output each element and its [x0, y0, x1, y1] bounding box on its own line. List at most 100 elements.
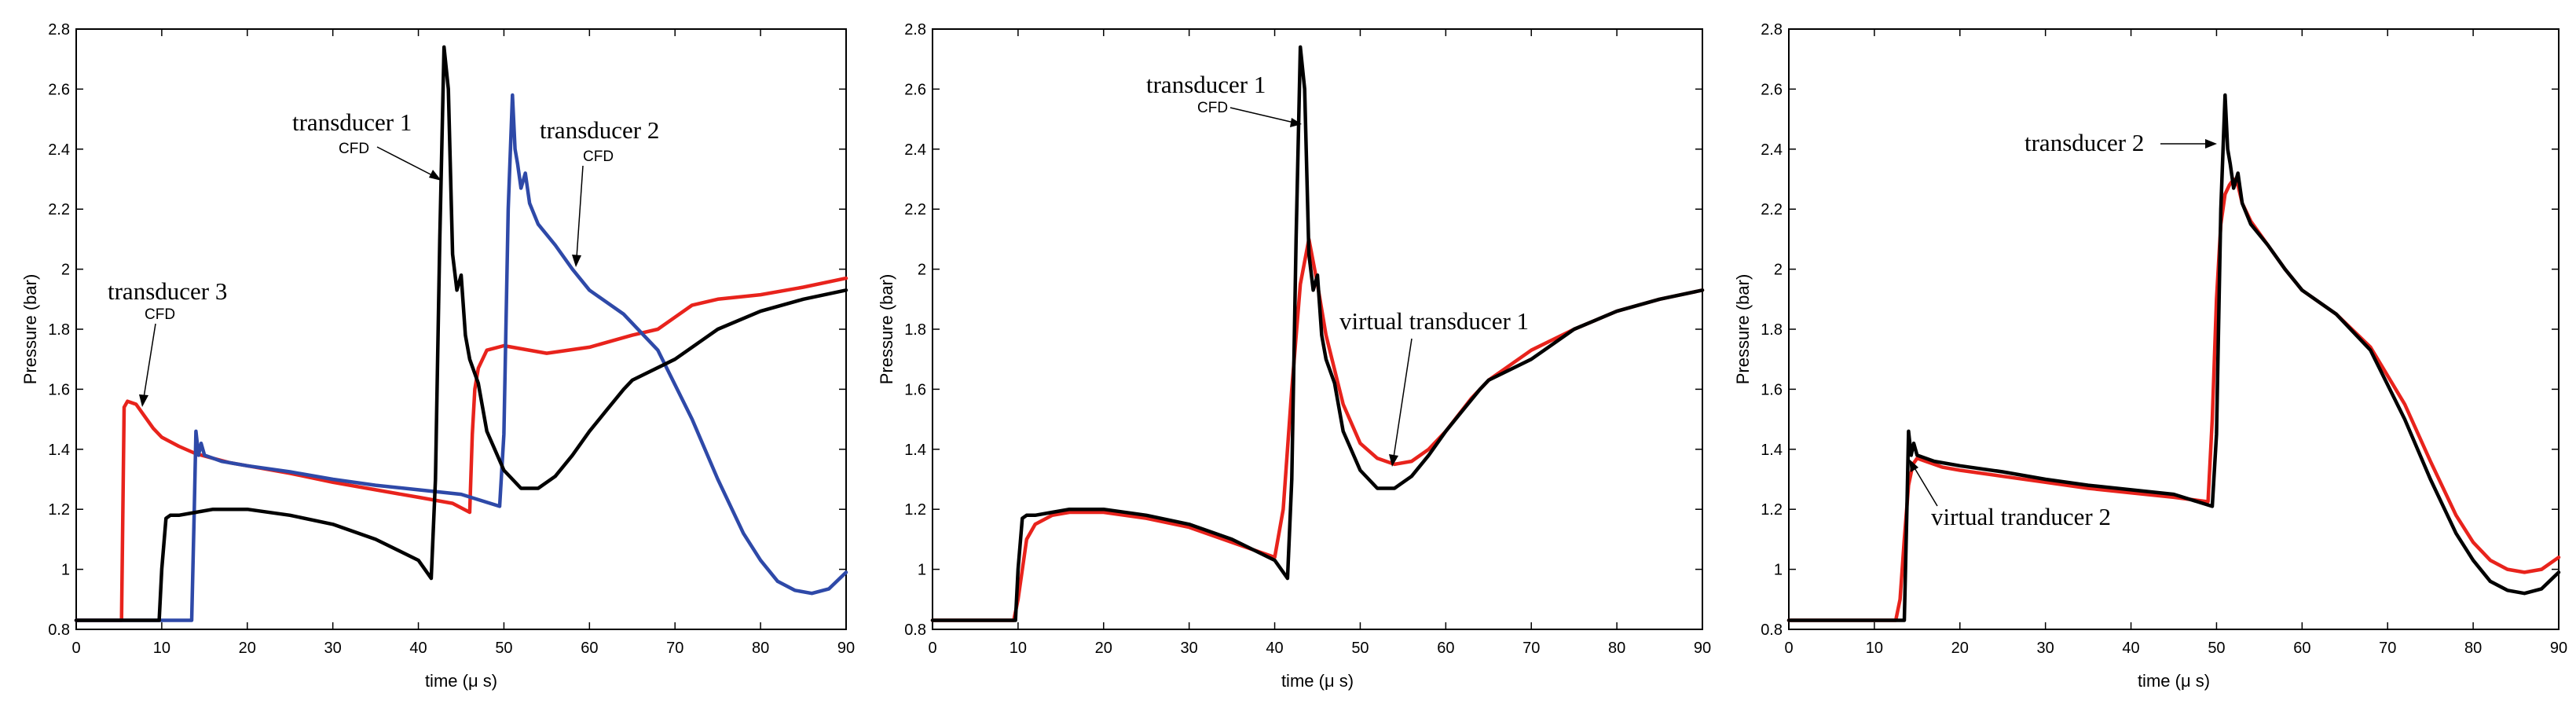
annotation-transducer-2: transducer 2 — [540, 116, 659, 144]
x-axis-title: time (μ s) — [2138, 671, 2210, 691]
x-tick-label: 40 — [409, 640, 427, 657]
y-tick-label: 1.4 — [1761, 442, 1783, 459]
y-tick-label: 1.6 — [1761, 381, 1783, 398]
arrow-transducer-1 — [376, 146, 438, 178]
x-tick-label: 60 — [1437, 640, 1454, 657]
series-line-transducer-2-cfd — [74, 93, 848, 622]
x-tick-label: 0 — [71, 640, 80, 657]
arrowhead-transducer-1 — [1290, 118, 1302, 127]
series-line-virtual-tranducer-2 — [1786, 177, 2561, 622]
plot-frame — [932, 28, 1703, 630]
y-tick-label: 0.8 — [904, 622, 926, 639]
x-tick-label: 20 — [239, 640, 256, 657]
arrow-virtual-transducer-1 — [1393, 338, 1413, 458]
series-layer — [930, 45, 1705, 622]
y-tick-label: 2.8 — [904, 21, 926, 38]
y-tick-label: 1 — [61, 562, 70, 579]
x-tick-label: 40 — [2122, 640, 2139, 657]
x-tick-labels: 0 10 20 30 40 50 60 70 80 90 — [71, 640, 855, 657]
annotation-transducer-3-cfd: CFD — [145, 306, 175, 323]
series-line-transducer-2 — [1786, 93, 2561, 622]
annotation-transducer-2-cfd: CFD — [583, 148, 614, 165]
annotation-transducer-1: transducer 1 — [1146, 71, 1266, 98]
x-axis-title: time (μ s) — [425, 671, 497, 691]
x-tick-label: 50 — [1351, 640, 1369, 657]
x-tick-label: 80 — [1608, 640, 1625, 657]
chart-panel-2: 0 10 20 30 40 50 60 70 80 90 0.8 1 1.2 1.4 1.6 1.8 2 2.2… — [877, 21, 1711, 691]
y-axis-title: Pressure (bar) — [877, 274, 896, 385]
y-tick-label: 2.6 — [904, 81, 926, 98]
y-tick-label: 2.8 — [1761, 21, 1783, 38]
x-tick-label: 10 — [153, 640, 170, 657]
y-tick-label: 0.8 — [1761, 622, 1783, 639]
x-tick-label: 30 — [1181, 640, 1198, 657]
y-tick-labels: 0.8 1 1.2 1.4 1.6 1.8 2 2.2 2.4 2.6 2.8 — [48, 21, 70, 639]
x-tick-labels: 0 10 20 30 40 50 60 70 80 90 — [1784, 640, 2567, 657]
y-tick-label: 1.2 — [904, 501, 926, 519]
x-tick-label: 60 — [2293, 640, 2310, 657]
plot-frame — [1788, 28, 2560, 630]
x-tick-label: 90 — [837, 640, 855, 657]
chart-panel-1: 0 10 20 30 40 50 60 70 80 90 0.8 1 1.2 1.4 1.6 1.8 2 2.2… — [20, 21, 855, 691]
y-tick-label: 1.2 — [48, 501, 70, 519]
series-line-transducer-1-cfd — [74, 45, 848, 622]
x-tick-label: 70 — [2379, 640, 2396, 657]
y-tick-label: 2 — [918, 262, 926, 279]
x-tick-label: 50 — [495, 640, 512, 657]
arrowhead-transducer-2 — [2205, 139, 2217, 148]
y-tick-label: 1.8 — [904, 321, 926, 339]
x-tick-label: 70 — [666, 640, 683, 657]
y-tick-label: 1.6 — [48, 381, 70, 398]
x-tick-label: 10 — [1010, 640, 1027, 657]
series-layer — [74, 45, 848, 622]
series-layer — [1786, 93, 2561, 622]
x-tick-label: 80 — [2464, 640, 2482, 657]
y-tick-label: 1.6 — [904, 381, 926, 398]
tick-marks — [75, 28, 847, 630]
arrowhead-transducer-2 — [572, 255, 581, 267]
x-tick-label: 70 — [1523, 640, 1540, 657]
x-tick-label: 90 — [2550, 640, 2567, 657]
y-tick-labels: 0.8 1 1.2 1.4 1.6 1.8 2 2.2 2.4 2.6 2.8 — [1761, 21, 1783, 639]
annotation-virtual-transducer-1: virtual transducer 1 — [1339, 307, 1529, 335]
annotation-transducer-1-cfd: CFD — [339, 141, 369, 157]
arrowhead-transducer-3 — [139, 394, 148, 407]
y-tick-label: 2.2 — [48, 201, 70, 218]
arrowhead-transducer-1 — [429, 170, 442, 181]
y-tick-label: 1.8 — [48, 321, 70, 339]
annotation-transducer-3: transducer 3 — [108, 277, 227, 305]
arrowhead-virtual-tranducer-2 — [1909, 459, 1918, 472]
arrowhead-virtual-transducer-1 — [1389, 454, 1398, 467]
x-tick-label: 80 — [752, 640, 769, 657]
arrow-transducer-1 — [1229, 107, 1295, 123]
series-line-transducer-1-cfd — [930, 45, 1705, 622]
x-tick-label: 0 — [1784, 640, 1793, 657]
x-axis-title: time (μ s) — [1281, 671, 1354, 691]
y-tick-label: 1.8 — [1761, 321, 1783, 339]
y-tick-label: 2.6 — [48, 81, 70, 98]
annotation-transducer-1-cfd: CFD — [1197, 100, 1228, 116]
x-tick-label: 10 — [1866, 640, 1883, 657]
y-tick-label: 2.8 — [48, 21, 70, 38]
x-tick-label: 20 — [1951, 640, 1969, 657]
x-tick-labels: 0 10 20 30 40 50 60 70 80 90 — [928, 640, 1711, 657]
y-axis-title: Pressure (bar) — [20, 274, 40, 385]
y-axis-title: Pressure (bar) — [1733, 274, 1753, 385]
y-tick-labels: 0.8 1 1.2 1.4 1.6 1.8 2 2.2 2.4 2.6 2.8 — [904, 21, 926, 639]
y-tick-label: 2.4 — [1761, 141, 1783, 159]
arrow-virtual-tranducer-2 — [1913, 466, 1938, 507]
arrow-transducer-2 — [576, 165, 584, 258]
x-tick-label: 20 — [1095, 640, 1112, 657]
plot-frame — [75, 28, 847, 630]
tick-marks — [1788, 28, 2560, 630]
annotation-virtual-tranducer-2: virtual tranducer 2 — [1931, 503, 2111, 530]
arrow-transducer-3 — [143, 323, 156, 398]
y-tick-label: 2.6 — [1761, 81, 1783, 98]
y-tick-label: 1 — [918, 562, 926, 579]
y-tick-label: 1 — [1774, 562, 1783, 579]
y-tick-label: 2.2 — [904, 201, 926, 218]
x-tick-label: 90 — [1694, 640, 1711, 657]
x-tick-label: 30 — [324, 640, 342, 657]
x-tick-label: 50 — [2208, 640, 2225, 657]
